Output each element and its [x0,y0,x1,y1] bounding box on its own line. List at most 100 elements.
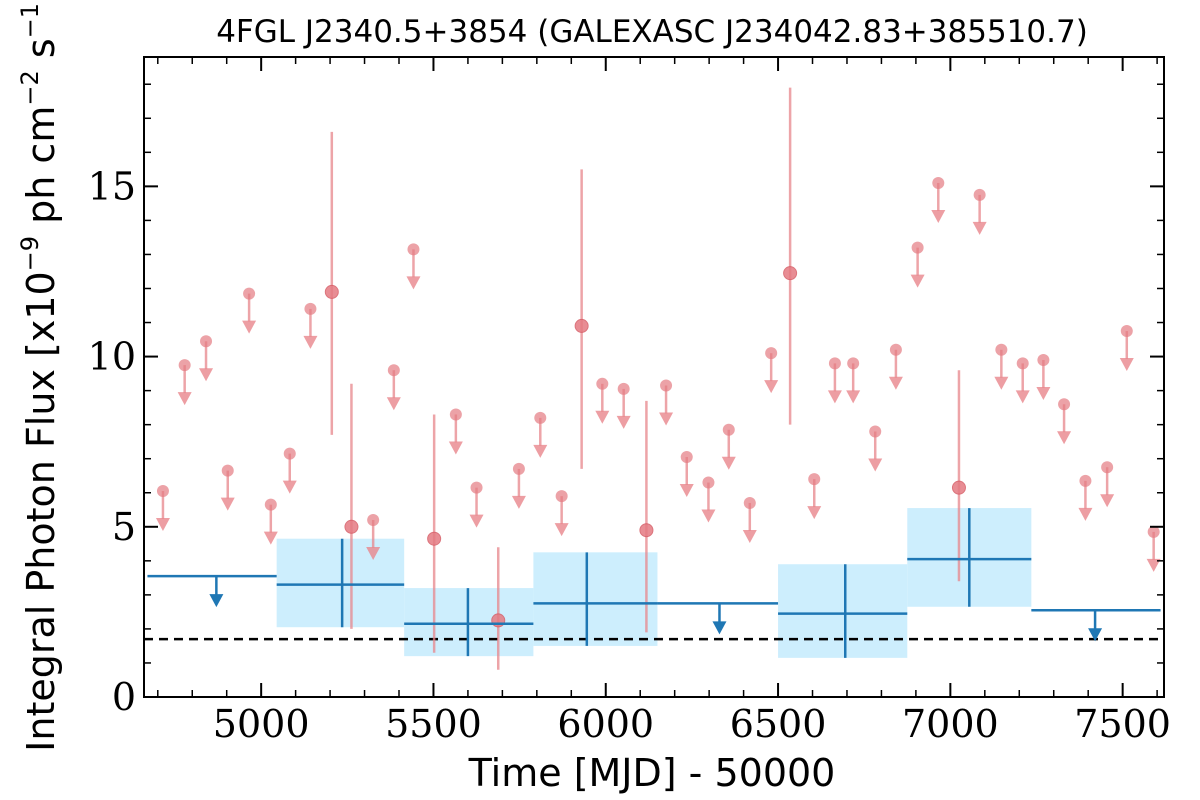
upper-limit-arrowhead [263,531,278,545]
y-tick-label: 5 [112,505,136,549]
upper-limit-arrowhead [1015,390,1030,404]
upper-limit-point [808,473,821,486]
upper-limit-point [1101,461,1114,474]
upper-limit-arrowhead [199,368,214,382]
y-axis-label-exp3: −1 [16,3,44,38]
x-tick-label: 6500 [730,702,827,746]
upper-limit-arrowhead [220,497,235,511]
upper-limit-arrowhead [155,518,170,532]
upper-limit-point [555,490,568,503]
upper-limit-point [1016,357,1029,370]
upper-limit-arrowhead [448,441,463,455]
fine-point [344,519,359,534]
upper-limit-arrowhead [1146,558,1161,572]
y-axis-label-end: ] [19,0,63,3]
upper-limit-arrowhead [533,444,548,458]
upper-limit-point [702,476,715,489]
coarse-limit-arrowhead [712,621,727,635]
upper-limit-arrowhead [242,320,257,334]
upper-limit-point [304,302,317,315]
fine-point [951,480,966,495]
upper-limit-point [617,382,630,395]
y-axis-label: Integral Photon Flux [x10−9 ph cm−2 s−1] [16,0,63,752]
y-axis-label-exp1: −9 [16,236,44,271]
upper-limit-arrowhead [846,390,861,404]
fine-point [783,266,798,281]
upper-limit-point [200,335,213,348]
upper-limit-arrowhead [1119,358,1134,372]
upper-limit-point [264,498,277,511]
upper-limit-point [660,379,673,392]
upper-limit-arrowhead [888,376,903,390]
upper-limit-arrowhead [1057,431,1072,445]
upper-limit-point [1079,474,1092,487]
upper-limit-arrowhead [910,274,925,288]
upper-limit-point [221,464,234,477]
upper-limit-arrowhead [659,412,674,426]
x-tick-label: 7000 [902,702,999,746]
fine-point [324,284,339,299]
chart-title: 4FGL J2340.5+3854 (GALEXASC J234042.83+3… [216,14,1088,50]
x-tick-label: 5500 [385,702,482,746]
coarse-band [276,538,405,628]
upper-limit-point [765,347,778,360]
upper-limit-point [973,188,986,201]
upper-limit-point [995,343,1008,356]
coarse-limit-arrowhead [1088,628,1103,642]
upper-limit-arrowhead [868,458,883,472]
upper-limit-point [470,481,483,494]
upper-limit-arrowhead [742,529,757,543]
upper-limit-point [680,451,693,463]
upper-limit-arrowhead [366,546,381,560]
upper-limit-point [512,462,525,475]
coarse-band [533,552,658,646]
upper-limit-point [847,357,860,370]
y-axis-label-mid: ph cm [19,106,63,236]
upper-limit-arrowhead [554,523,569,537]
fine-point [427,531,442,546]
upper-limit-arrowhead [994,376,1009,390]
upper-limit-arrowhead [406,276,421,290]
upper-limit-point [932,176,945,189]
upper-limit-arrowhead [177,392,192,406]
upper-limit-arrowhead [721,456,736,470]
upper-limit-point [387,364,400,377]
upper-limit-point [449,408,462,421]
upper-limit-point [1120,325,1133,338]
upper-limit-arrowhead [616,415,631,429]
upper-limit-arrowhead [511,495,526,509]
upper-limit-point [596,377,609,390]
upper-limit-point [869,425,882,438]
upper-limit-point [243,287,256,300]
fine-point [574,318,589,333]
x-tick-label: 5000 [213,702,310,746]
upper-limit-arrowhead [282,480,297,494]
upper-limit-point [889,343,902,356]
upper-limit-arrowhead [386,397,401,411]
y-axis-label-exp2: −2 [16,70,44,105]
upper-limit-arrowhead [679,484,694,497]
upper-limit-point [743,496,756,509]
y-tick-label: 10 [88,335,136,379]
upper-limit-point [1037,353,1050,366]
x-tick-label: 7500 [1074,702,1171,746]
upper-limit-point [407,243,420,256]
y-tick-label: 0 [112,675,136,719]
y-tick-label: 15 [88,164,136,208]
upper-limit-point [534,411,547,424]
upper-limit-point [828,357,841,370]
plot-area: 5000 5500 6000 6500 7000 7500 0 5 10 15 [88,56,1171,746]
upper-limit-arrowhead [595,410,610,424]
upper-limit-point [178,359,191,372]
upper-limit-point [911,241,924,254]
x-tick-label: 6000 [557,702,654,746]
y-axis-label-mid2: s [19,38,63,70]
coarse-band [778,564,908,658]
upper-limit-point [283,447,296,460]
upper-limit-arrowhead [807,506,822,520]
upper-limit-point [367,513,380,526]
upper-limit-arrowhead [303,335,318,349]
upper-limit-arrowhead [469,514,484,528]
upper-limit-point [1147,525,1160,538]
